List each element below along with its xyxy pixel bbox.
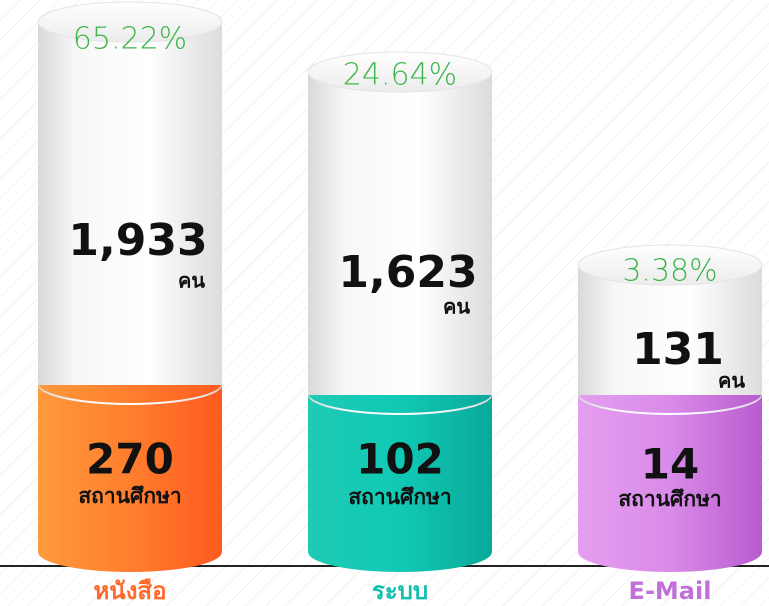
cylinder-top [37, 1, 223, 43]
cylinder-top [307, 51, 493, 93]
cylinder [577, 244, 763, 572]
column-label: E-Mail [629, 577, 712, 605]
institution-unit: สถานศึกษา [348, 485, 451, 509]
institution-count: 102 [356, 435, 444, 484]
cylinder [307, 51, 493, 572]
cylinder-body [38, 22, 222, 385]
cylinder-body [308, 72, 492, 395]
people-unit: คน [443, 295, 470, 319]
cylinder [37, 1, 223, 572]
percent: 65.22% [73, 22, 187, 57]
column-label: หนังสือ [93, 577, 166, 605]
people-unit: คน [718, 369, 745, 393]
people-count: 131 [632, 324, 724, 375]
people-count: 1,933 [68, 215, 207, 266]
people-count: 1,623 [338, 247, 477, 298]
people-unit: คน [178, 269, 205, 293]
cylinder-body [578, 265, 762, 395]
institution-count: 14 [641, 440, 699, 489]
cylinder-bottom [38, 532, 222, 572]
cylinder-bottom [578, 532, 762, 572]
percent: 24.64% [343, 58, 457, 93]
cylinder-base [38, 385, 222, 552]
cylinder-base [578, 395, 762, 552]
cylinder-base [308, 395, 492, 552]
institution-unit: สถานศึกษา [618, 487, 721, 511]
institution-count: 270 [86, 435, 174, 484]
column-label: ระบบ [372, 577, 428, 605]
cylinder-bottom [308, 532, 492, 572]
cylinder-top [577, 244, 763, 286]
institution-unit: สถานศึกษา [78, 484, 181, 508]
percent: 3.38% [622, 254, 717, 289]
